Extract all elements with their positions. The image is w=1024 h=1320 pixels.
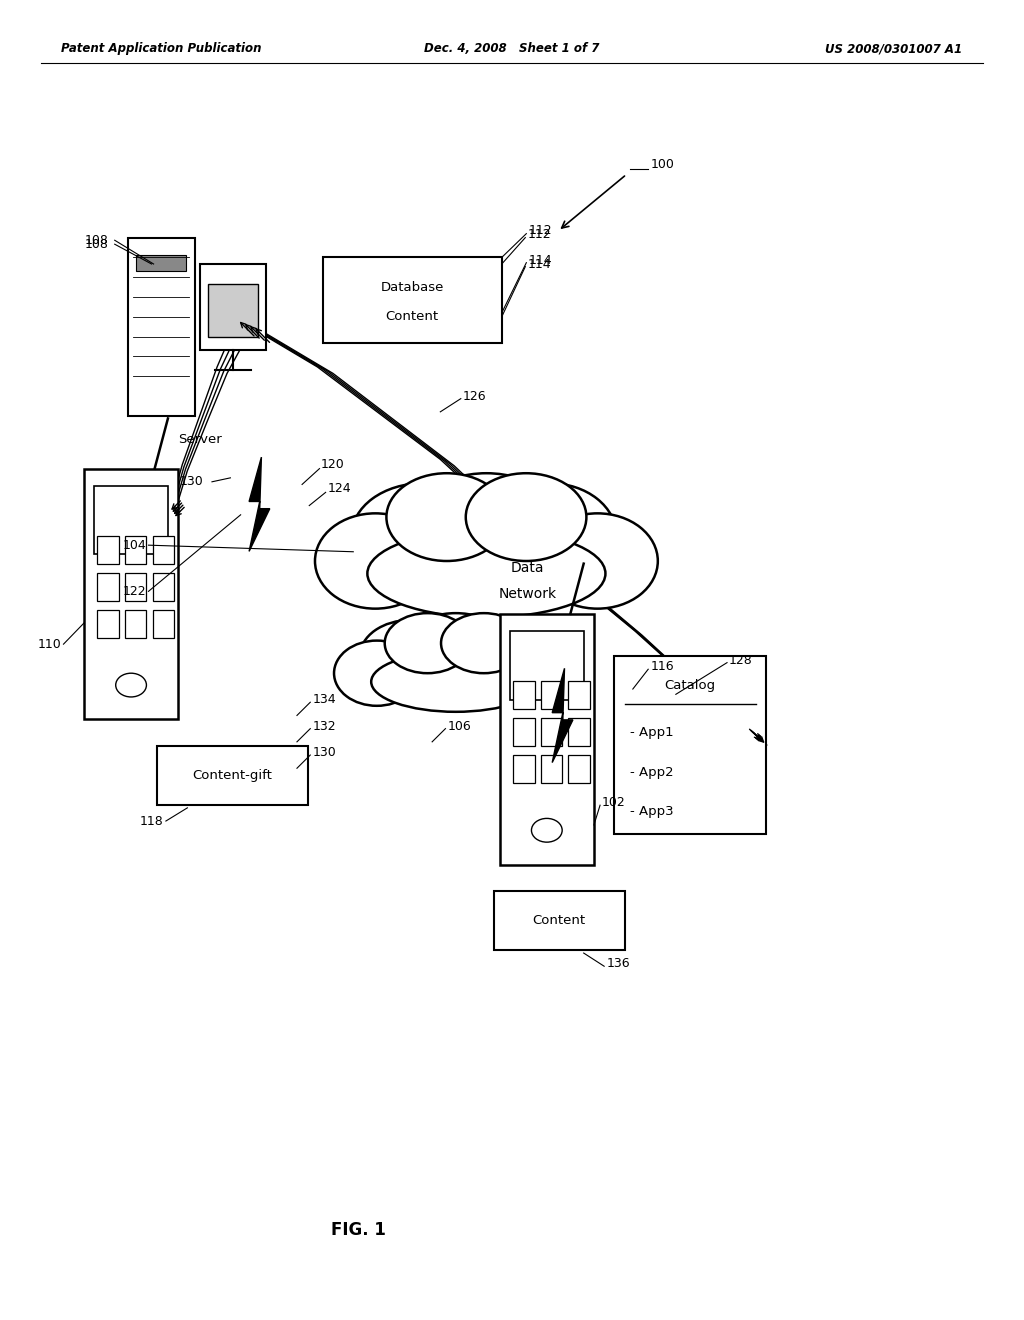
Text: US 2008/0301007 A1: US 2008/0301007 A1 xyxy=(825,42,963,55)
Ellipse shape xyxy=(334,640,420,706)
Text: 116: 116 xyxy=(650,660,674,673)
Text: 126: 126 xyxy=(463,389,486,403)
Text: Server: Server xyxy=(178,433,221,446)
Text: Content-gift: Content-gift xyxy=(193,770,272,781)
Text: 110: 110 xyxy=(38,638,61,651)
Polygon shape xyxy=(552,668,572,763)
FancyBboxPatch shape xyxy=(541,718,562,746)
Polygon shape xyxy=(249,457,269,552)
Text: Catalog: Catalog xyxy=(665,678,716,692)
FancyBboxPatch shape xyxy=(500,614,594,865)
FancyBboxPatch shape xyxy=(125,536,146,564)
FancyBboxPatch shape xyxy=(208,284,258,337)
Ellipse shape xyxy=(441,612,526,673)
FancyBboxPatch shape xyxy=(153,573,174,601)
Text: 124: 124 xyxy=(328,482,351,495)
Ellipse shape xyxy=(315,513,435,609)
Ellipse shape xyxy=(360,620,461,692)
FancyBboxPatch shape xyxy=(94,486,168,554)
Text: 118: 118 xyxy=(140,814,164,828)
Text: 102: 102 xyxy=(602,796,626,809)
Text: 108: 108 xyxy=(85,234,109,247)
Text: 114: 114 xyxy=(528,253,552,267)
Text: 136: 136 xyxy=(606,957,630,970)
Ellipse shape xyxy=(116,673,146,697)
Ellipse shape xyxy=(371,652,541,711)
Text: 104: 104 xyxy=(123,539,146,552)
FancyBboxPatch shape xyxy=(153,610,174,638)
FancyBboxPatch shape xyxy=(97,610,119,638)
Ellipse shape xyxy=(385,612,470,673)
Ellipse shape xyxy=(368,529,605,618)
Text: 100: 100 xyxy=(650,158,674,172)
FancyBboxPatch shape xyxy=(568,718,590,746)
Ellipse shape xyxy=(466,474,587,561)
FancyBboxPatch shape xyxy=(510,631,584,700)
Ellipse shape xyxy=(386,474,507,561)
FancyBboxPatch shape xyxy=(97,573,119,601)
Text: Content: Content xyxy=(532,915,586,927)
Text: Database: Database xyxy=(381,281,443,293)
Text: - App2: - App2 xyxy=(630,766,674,779)
FancyBboxPatch shape xyxy=(128,238,195,416)
FancyBboxPatch shape xyxy=(136,255,186,271)
FancyBboxPatch shape xyxy=(125,573,146,601)
Text: Network: Network xyxy=(499,587,556,601)
Text: FIG. 1: FIG. 1 xyxy=(331,1221,386,1239)
Text: 120: 120 xyxy=(321,458,344,471)
Ellipse shape xyxy=(492,640,578,706)
Text: Dec. 4, 2008   Sheet 1 of 7: Dec. 4, 2008 Sheet 1 of 7 xyxy=(424,42,600,55)
Text: Content: Content xyxy=(386,310,438,322)
Text: Data: Data xyxy=(511,561,544,574)
FancyBboxPatch shape xyxy=(97,536,119,564)
FancyBboxPatch shape xyxy=(84,469,178,719)
FancyBboxPatch shape xyxy=(153,536,174,564)
Ellipse shape xyxy=(531,818,562,842)
FancyBboxPatch shape xyxy=(513,718,535,746)
Text: 130: 130 xyxy=(179,475,203,488)
Text: 108: 108 xyxy=(85,238,109,251)
Text: 112: 112 xyxy=(527,228,551,242)
Ellipse shape xyxy=(393,612,518,708)
Ellipse shape xyxy=(399,474,573,611)
Ellipse shape xyxy=(454,620,548,692)
FancyBboxPatch shape xyxy=(568,681,590,709)
FancyBboxPatch shape xyxy=(568,755,590,783)
Ellipse shape xyxy=(538,513,657,609)
FancyBboxPatch shape xyxy=(513,681,535,709)
FancyBboxPatch shape xyxy=(323,257,502,343)
FancyBboxPatch shape xyxy=(200,264,266,350)
Text: 134: 134 xyxy=(312,693,336,706)
FancyBboxPatch shape xyxy=(157,746,308,805)
Ellipse shape xyxy=(351,483,495,589)
Text: 132: 132 xyxy=(312,719,336,733)
Ellipse shape xyxy=(483,483,616,589)
Text: 114: 114 xyxy=(527,257,551,271)
FancyBboxPatch shape xyxy=(125,610,146,638)
Text: 130: 130 xyxy=(312,746,336,759)
FancyBboxPatch shape xyxy=(541,681,562,709)
Text: 122: 122 xyxy=(123,585,146,598)
FancyBboxPatch shape xyxy=(513,755,535,783)
FancyBboxPatch shape xyxy=(494,891,625,950)
Text: - App3: - App3 xyxy=(630,805,674,818)
FancyBboxPatch shape xyxy=(614,656,766,834)
Text: - App1: - App1 xyxy=(630,726,674,739)
FancyBboxPatch shape xyxy=(541,755,562,783)
Text: 112: 112 xyxy=(528,224,552,238)
Text: 128: 128 xyxy=(729,653,753,667)
Text: 106: 106 xyxy=(447,719,471,733)
Text: Patent Application Publication: Patent Application Publication xyxy=(61,42,262,55)
